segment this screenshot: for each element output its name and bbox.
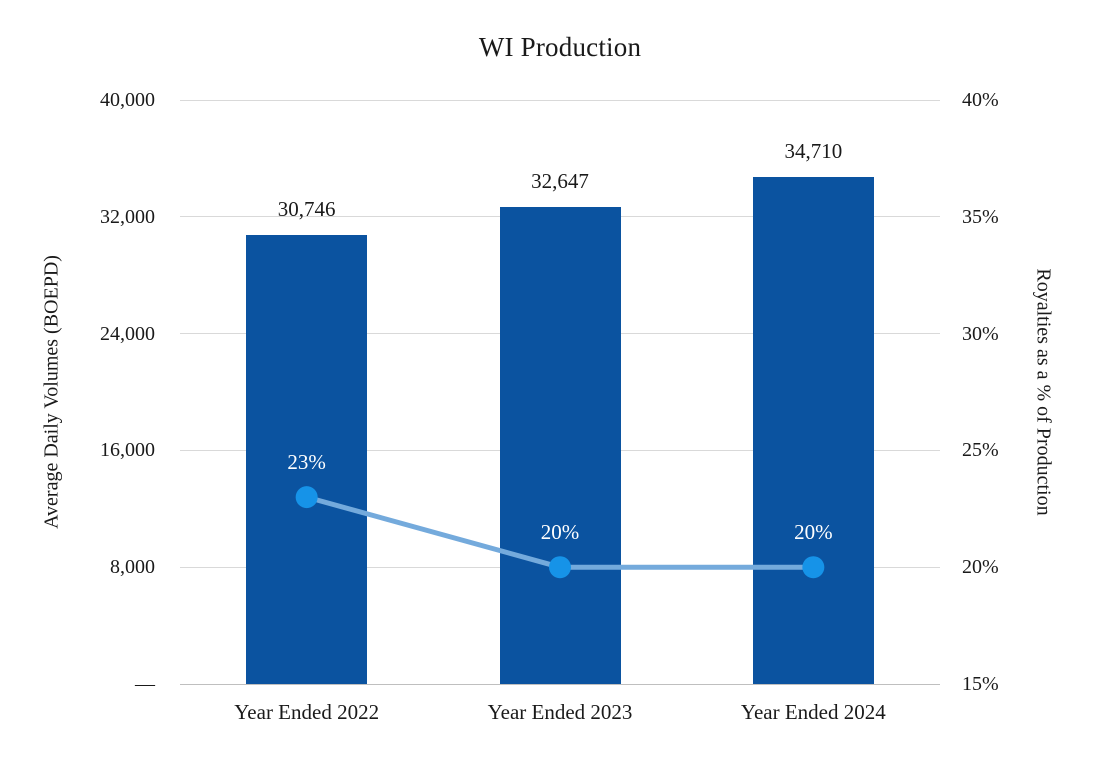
right-axis-tick-label: 25% bbox=[962, 439, 999, 462]
x-axis-category-label: Year Ended 2024 bbox=[740, 700, 886, 724]
gridline bbox=[180, 99, 940, 101]
left-axis-tick-label: 40,000 bbox=[100, 89, 155, 111]
left-axis-tick-label: 32,000 bbox=[100, 205, 155, 228]
right-axis-tick-label: 15% bbox=[962, 673, 999, 695]
bar-value-label: 34,710 bbox=[784, 139, 843, 164]
x-axis-line bbox=[180, 683, 940, 685]
bar-year-ended-2023 bbox=[499, 207, 621, 684]
right-axis-title: Royalties as a % of Production bbox=[1032, 268, 1055, 516]
left-axis-title: Average Daily Volumes (BOEPD) bbox=[40, 255, 63, 529]
left-axis-tick-label: 8,000 bbox=[110, 556, 155, 579]
line-value-label: 20% bbox=[794, 520, 833, 545]
x-axis-category-label: Year Ended 2023 bbox=[487, 700, 633, 724]
bar-value-label: 32,647 bbox=[531, 169, 589, 194]
line-value-label: 20% bbox=[540, 520, 580, 545]
line-value-label: 23% bbox=[287, 450, 326, 475]
bar-year-ended-2024 bbox=[752, 177, 874, 684]
right-axis-tick-label: 40% bbox=[962, 89, 999, 111]
bar-year-ended-2022 bbox=[246, 235, 368, 684]
left-axis-tick-label: — bbox=[135, 673, 155, 695]
chart-title: WI Production bbox=[478, 32, 642, 62]
right-axis-tick-label: 35% bbox=[962, 205, 999, 228]
right-axis-tick-label: 30% bbox=[962, 322, 999, 345]
bar-value-label: 30,746 bbox=[277, 197, 336, 222]
x-axis-category-label: Year Ended 2022 bbox=[234, 700, 380, 724]
left-axis-tick-label: 16,000 bbox=[100, 439, 155, 462]
right-axis-tick-label: 20% bbox=[962, 556, 999, 579]
left-axis-tick-label: 24,000 bbox=[100, 322, 155, 345]
